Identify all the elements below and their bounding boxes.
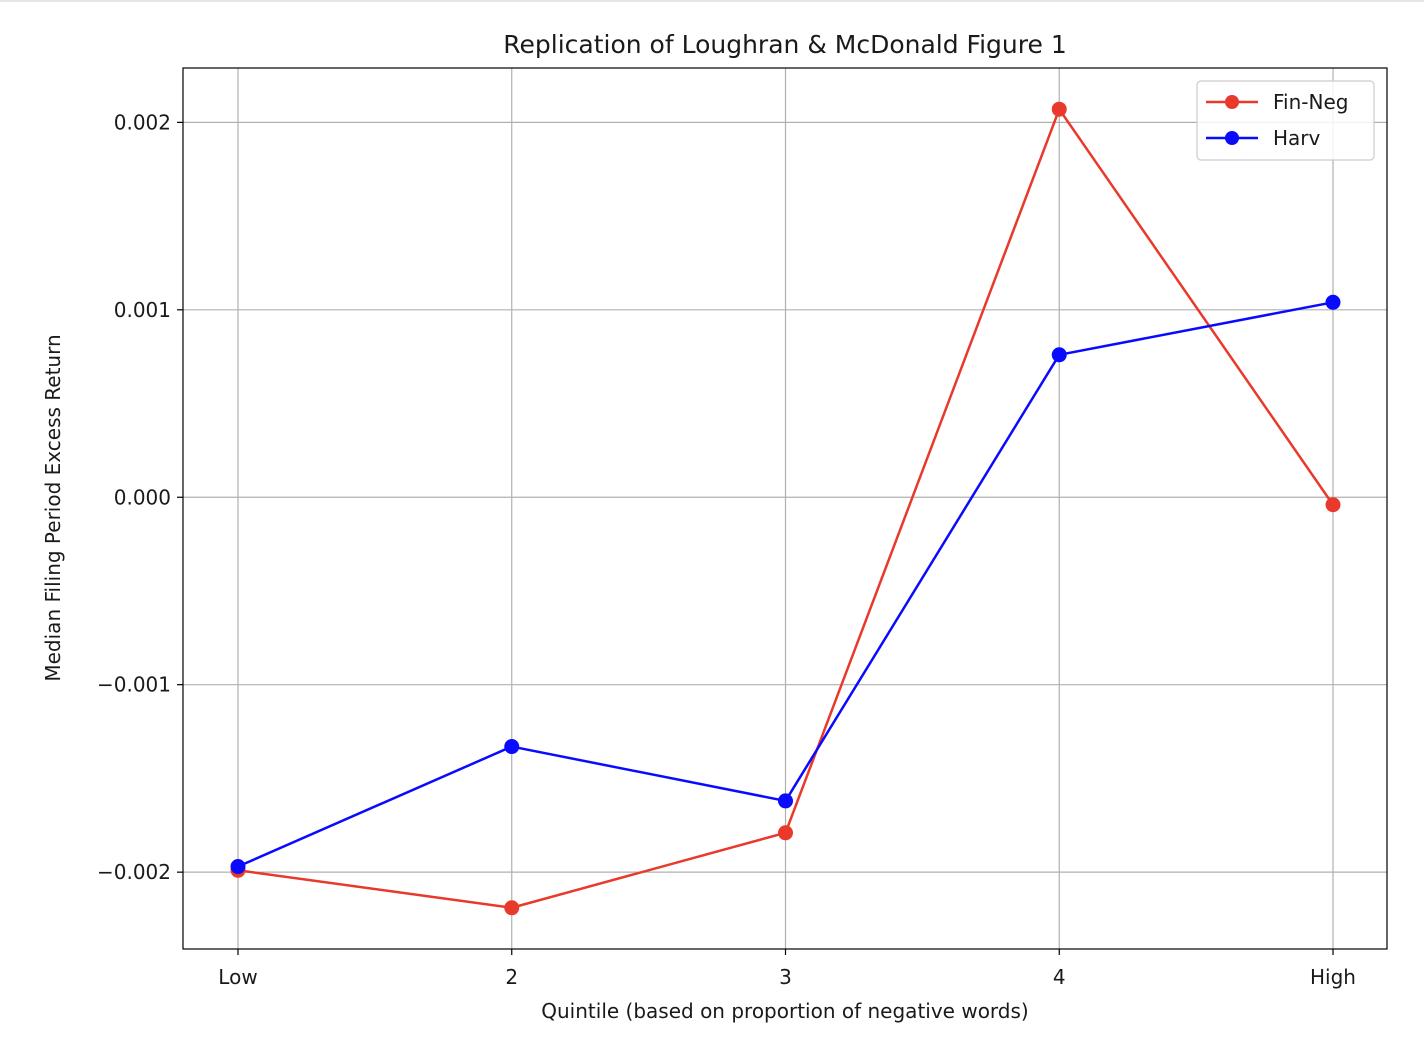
data-point-harv <box>230 859 246 875</box>
x-tick-label: 3 <box>779 965 792 989</box>
top-rule <box>0 0 1424 2</box>
y-tick-label: 0.002 <box>114 110 171 134</box>
data-point-fin-neg <box>1051 101 1067 117</box>
chart-title: Replication of Loughran & McDonald Figur… <box>503 30 1066 59</box>
grid-lines <box>183 68 1387 949</box>
y-axis-ticks: 0.002 0.001 0.000 −0.001 −0.002 <box>97 110 183 884</box>
data-point-harv <box>1051 347 1067 363</box>
y-tick-label: 0.001 <box>114 298 171 322</box>
x-axis-label: Quintile (based on proportion of negativ… <box>541 999 1028 1023</box>
legend-marker-harv <box>1225 131 1239 145</box>
legend-marker-fin-neg <box>1225 95 1239 109</box>
x-tick-label: 4 <box>1053 965 1066 989</box>
x-tick-label: 2 <box>505 965 518 989</box>
legend-label-fin-neg: Fin-Neg <box>1273 90 1348 114</box>
y-tick-label: −0.001 <box>97 673 171 697</box>
data-point-fin-neg <box>1325 497 1341 513</box>
data-point-fin-neg <box>778 825 793 841</box>
y-tick-label: −0.002 <box>97 860 171 884</box>
data-point-fin-neg <box>504 900 520 916</box>
series-group <box>230 101 1341 916</box>
data-point-harv <box>778 793 793 809</box>
data-point-harv <box>1325 294 1341 310</box>
x-tick-label: Low <box>218 965 257 989</box>
y-axis-label: Median Filing Period Excess Return <box>41 334 65 681</box>
data-point-harv <box>504 739 520 755</box>
legend: Fin-Neg Harv <box>1196 80 1375 161</box>
x-axis-ticks: Low 2 3 4 High <box>218 949 1356 989</box>
legend-label-harv: Harv <box>1273 126 1321 150</box>
x-tick-label: High <box>1310 965 1356 989</box>
y-tick-label: 0.000 <box>114 485 171 509</box>
